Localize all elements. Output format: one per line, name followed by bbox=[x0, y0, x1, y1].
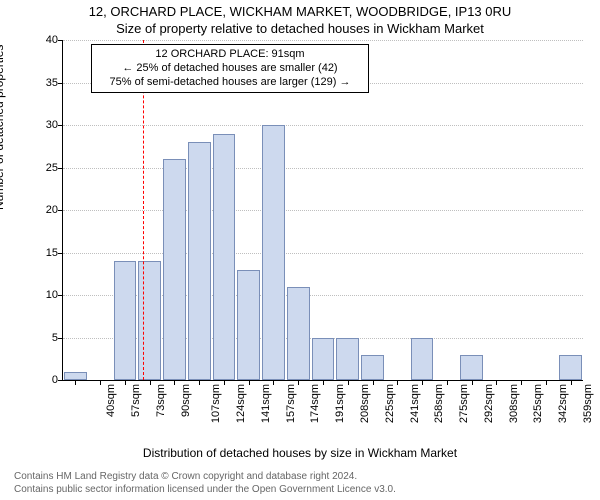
y-tick-label: 10 bbox=[28, 289, 58, 301]
y-tickmark bbox=[58, 83, 63, 84]
y-tick-label: 40 bbox=[28, 34, 58, 46]
x-tickmark bbox=[199, 380, 200, 385]
annotation-line: ← 25% of detached houses are smaller (42… bbox=[98, 62, 362, 76]
annotation-box: 12 ORCHARD PLACE: 91sqm← 25% of detached… bbox=[91, 44, 369, 93]
x-tick-label: 191sqm bbox=[334, 384, 346, 423]
annotation-line: 75% of semi-detached houses are larger (… bbox=[98, 76, 362, 90]
histogram-bar bbox=[336, 338, 359, 381]
x-tick-label: 174sqm bbox=[310, 384, 322, 423]
histogram-bar bbox=[64, 372, 87, 381]
histogram-bar bbox=[361, 355, 384, 381]
footer-line2: Contains public sector information licen… bbox=[14, 484, 396, 497]
x-tick-label: 359sqm bbox=[582, 384, 594, 423]
histogram-bar bbox=[237, 270, 260, 381]
x-tick-label: 124sqm bbox=[235, 384, 247, 423]
x-tick-label: 141sqm bbox=[260, 384, 272, 423]
y-tickmark bbox=[58, 380, 63, 381]
x-tickmark bbox=[571, 380, 572, 385]
x-tickmark bbox=[224, 380, 225, 385]
gridline bbox=[63, 253, 583, 254]
chart-title-line2: Size of property relative to detached ho… bbox=[0, 21, 600, 36]
x-tickmark bbox=[75, 380, 76, 385]
chart-title-line1: 12, ORCHARD PLACE, WICKHAM MARKET, WOODB… bbox=[0, 4, 600, 19]
x-tickmark bbox=[521, 380, 522, 385]
x-tick-label: 107sqm bbox=[211, 384, 223, 423]
x-tick-label: 208sqm bbox=[359, 384, 371, 423]
chart-container: 12, ORCHARD PLACE, WICKHAM MARKET, WOODB… bbox=[0, 0, 600, 500]
x-tickmark bbox=[323, 380, 324, 385]
histogram-bar bbox=[460, 355, 483, 381]
annotation-line: 12 ORCHARD PLACE: 91sqm bbox=[98, 48, 362, 62]
y-tick-label: 15 bbox=[28, 247, 58, 259]
x-tickmark bbox=[100, 380, 101, 385]
histogram-bar bbox=[262, 125, 285, 380]
x-tickmark bbox=[546, 380, 547, 385]
x-tick-label: 90sqm bbox=[180, 384, 192, 417]
x-tick-label: 57sqm bbox=[130, 384, 142, 417]
y-tick-label: 35 bbox=[28, 77, 58, 89]
x-axis-label: Distribution of detached houses by size … bbox=[0, 446, 600, 460]
x-tickmark bbox=[249, 380, 250, 385]
x-tickmark bbox=[150, 380, 151, 385]
x-tick-label: 308sqm bbox=[508, 384, 520, 423]
y-tickmark bbox=[58, 125, 63, 126]
histogram-bar bbox=[559, 355, 582, 381]
histogram-bar bbox=[188, 142, 211, 380]
x-tickmark bbox=[472, 380, 473, 385]
x-tick-label: 40sqm bbox=[105, 384, 117, 417]
x-tickmark bbox=[397, 380, 398, 385]
x-tickmark bbox=[373, 380, 374, 385]
x-tickmark bbox=[496, 380, 497, 385]
plot-area: 12 ORCHARD PLACE: 91sqm← 25% of detached… bbox=[62, 40, 583, 381]
x-tick-label: 73sqm bbox=[155, 384, 167, 417]
footer-attribution: Contains HM Land Registry data © Crown c… bbox=[14, 471, 396, 496]
x-tick-label: 292sqm bbox=[483, 384, 495, 423]
y-tickmark bbox=[58, 210, 63, 211]
histogram-bar bbox=[411, 338, 434, 381]
y-tick-label: 30 bbox=[28, 119, 58, 131]
gridline bbox=[63, 125, 583, 126]
footer-line1: Contains HM Land Registry data © Crown c… bbox=[14, 471, 396, 484]
y-axis-label: Number of detached properties bbox=[0, 45, 6, 210]
x-tick-label: 342sqm bbox=[557, 384, 569, 423]
histogram-bar bbox=[213, 134, 236, 381]
y-tickmark bbox=[58, 253, 63, 254]
histogram-bar bbox=[312, 338, 335, 381]
x-tickmark bbox=[174, 380, 175, 385]
x-tick-label: 275sqm bbox=[458, 384, 470, 423]
gridline bbox=[63, 40, 583, 41]
x-tick-label: 241sqm bbox=[409, 384, 421, 423]
x-tickmark bbox=[348, 380, 349, 385]
y-tick-label: 5 bbox=[28, 332, 58, 344]
x-tickmark bbox=[298, 380, 299, 385]
histogram-bar bbox=[138, 261, 161, 380]
gridline bbox=[63, 210, 583, 211]
y-tick-label: 25 bbox=[28, 162, 58, 174]
x-tick-label: 157sqm bbox=[285, 384, 297, 423]
y-tickmark bbox=[58, 168, 63, 169]
x-tick-label: 225sqm bbox=[384, 384, 396, 423]
x-tickmark bbox=[273, 380, 274, 385]
x-tickmark bbox=[125, 380, 126, 385]
histogram-bar bbox=[163, 159, 186, 380]
y-tick-label: 20 bbox=[28, 204, 58, 216]
x-tick-label: 258sqm bbox=[433, 384, 445, 423]
histogram-bar bbox=[114, 261, 137, 380]
x-tick-label: 325sqm bbox=[532, 384, 544, 423]
y-tickmark bbox=[58, 40, 63, 41]
x-tickmark bbox=[447, 380, 448, 385]
y-tickmark bbox=[58, 338, 63, 339]
y-tick-label: 0 bbox=[28, 374, 58, 386]
y-tickmark bbox=[58, 295, 63, 296]
x-tickmark bbox=[422, 380, 423, 385]
gridline bbox=[63, 168, 583, 169]
histogram-bar bbox=[287, 287, 310, 381]
